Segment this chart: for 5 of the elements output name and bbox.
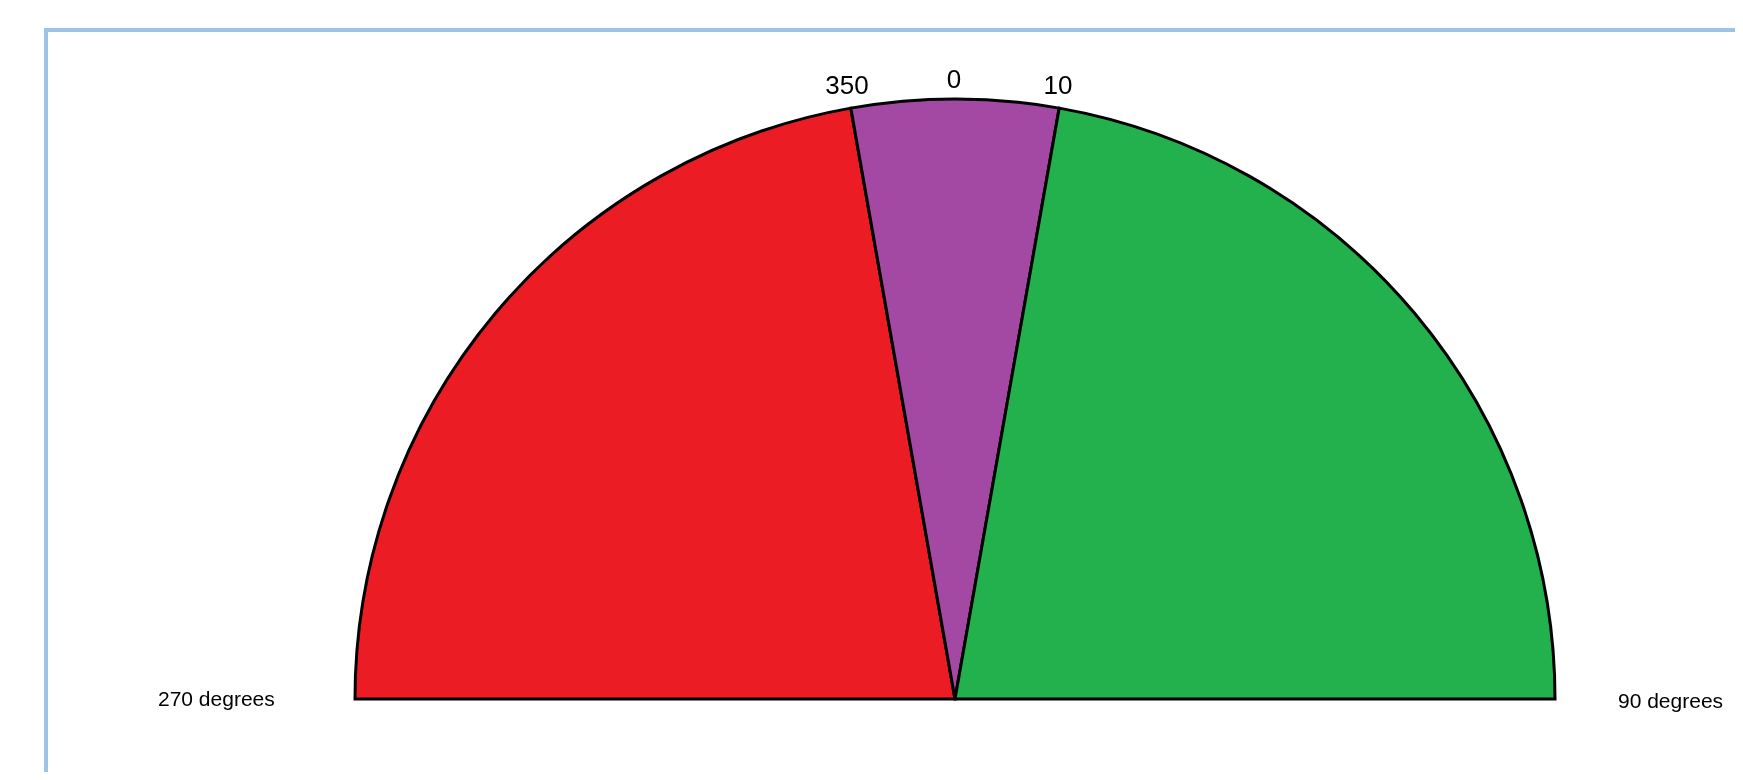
text: 10 bbox=[1043, 70, 1073, 100]
text: 90 degrees bbox=[1618, 689, 1724, 712]
text: 350 bbox=[825, 70, 869, 100]
text: 0 bbox=[946, 64, 962, 94]
text: 270 degrees bbox=[158, 687, 275, 710]
